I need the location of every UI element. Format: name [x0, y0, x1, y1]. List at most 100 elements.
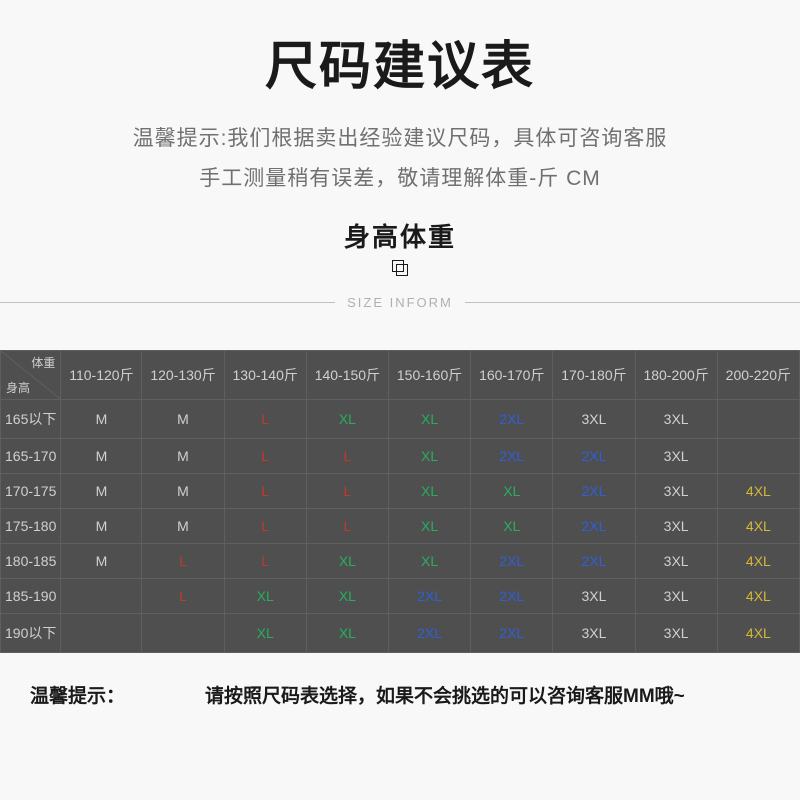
table-cell: M	[61, 399, 142, 438]
size-table-wrap: 体重 身高 110-120斤120-130斤130-140斤140-150斤15…	[0, 350, 800, 653]
table-row: 190以下XLXL2XL2XL3XL3XL4XL	[1, 613, 800, 652]
table-cell: 4XL	[717, 578, 799, 613]
table-cell: 3XL	[553, 399, 635, 438]
table-cell: XL	[388, 473, 470, 508]
table-cell: L	[142, 578, 224, 613]
table-column-header: 170-180斤	[553, 350, 635, 399]
divider: SIZE INFORM	[0, 289, 800, 320]
table-cell: M	[61, 438, 142, 473]
table-cell: M	[61, 473, 142, 508]
footer: 温馨提示： 请按照尺码表选择，如果不会挑选的可以咨询客服MM哦~	[0, 653, 800, 708]
table-cell	[61, 578, 142, 613]
table-cell: XL	[388, 438, 470, 473]
table-cell: L	[224, 438, 306, 473]
table-row-header: 170-175	[1, 473, 61, 508]
table-cell: M	[142, 438, 224, 473]
table-row-header: 190以下	[1, 613, 61, 652]
table-cell: 2XL	[553, 438, 635, 473]
subtitle-line-1: 温馨提示:我们根据卖出经验建议尺码，具体可咨询客服	[40, 119, 760, 159]
table-cell: L	[306, 508, 388, 543]
table-row-header: 185-190	[1, 578, 61, 613]
table-cell: 3XL	[635, 399, 717, 438]
table-cell: 2XL	[471, 438, 553, 473]
divider-text: SIZE INFORM	[335, 295, 465, 310]
table-cell: 2XL	[471, 399, 553, 438]
table-corner: 体重 身高	[1, 350, 61, 399]
table-cell: M	[61, 508, 142, 543]
table-row: 180-185MLLXLXL2XL2XL3XL4XL	[1, 543, 800, 578]
table-row-header: 165以下	[1, 399, 61, 438]
table-cell: 3XL	[635, 508, 717, 543]
table-row-header: 180-185	[1, 543, 61, 578]
table-cell: XL	[306, 578, 388, 613]
table-cell: XL	[388, 399, 470, 438]
table-cell: 3XL	[553, 578, 635, 613]
table-cell: 3XL	[635, 543, 717, 578]
table-cell	[717, 399, 799, 438]
table-cell: XL	[388, 543, 470, 578]
table-cell	[717, 438, 799, 473]
section-title: 身高体重	[0, 217, 800, 254]
table-cell: 4XL	[717, 473, 799, 508]
table-cell: M	[142, 473, 224, 508]
table-cell: 2XL	[553, 543, 635, 578]
table-row-header: 175-180	[1, 508, 61, 543]
table-cell: 3XL	[635, 578, 717, 613]
table-row: 175-180MMLLXLXL2XL3XL4XL	[1, 508, 800, 543]
table-cell: 4XL	[717, 508, 799, 543]
table-cell: 2XL	[471, 613, 553, 652]
table-cell: 2XL	[553, 473, 635, 508]
table-cell: L	[306, 438, 388, 473]
table-cell: 3XL	[635, 613, 717, 652]
table-column-header: 130-140斤	[224, 350, 306, 399]
table-cell: XL	[224, 613, 306, 652]
table-cell: M	[142, 508, 224, 543]
table-cell: 3XL	[635, 438, 717, 473]
table-column-header: 180-200斤	[635, 350, 717, 399]
table-cell: 3XL	[553, 613, 635, 652]
table-cell: 2XL	[388, 578, 470, 613]
table-cell: XL	[306, 399, 388, 438]
table-cell: XL	[306, 613, 388, 652]
table-cell: M	[142, 399, 224, 438]
table-column-header: 200-220斤	[717, 350, 799, 399]
table-cell: L	[142, 543, 224, 578]
table-cell: 3XL	[635, 473, 717, 508]
table-cell: 4XL	[717, 613, 799, 652]
table-cell: L	[224, 543, 306, 578]
table-cell: XL	[471, 473, 553, 508]
table-cell	[142, 613, 224, 652]
table-cell: XL	[306, 543, 388, 578]
table-cell: XL	[388, 508, 470, 543]
table-cell: XL	[224, 578, 306, 613]
table-cell	[61, 613, 142, 652]
table-row: 165-170MMLLXL2XL2XL3XL	[1, 438, 800, 473]
table-column-header: 120-130斤	[142, 350, 224, 399]
subtitle-line-2: 手工测量稍有误差，敬请理解体重-斤 CM	[40, 159, 760, 199]
table-row: 165以下MMLXLXL2XL3XL3XL	[1, 399, 800, 438]
footer-label: 温馨提示：	[30, 681, 205, 708]
table-cell: XL	[471, 508, 553, 543]
table-cell: 2XL	[471, 543, 553, 578]
corner-top-label: 体重	[31, 354, 55, 371]
table-column-header: 140-150斤	[306, 350, 388, 399]
table-row: 185-190LXLXL2XL2XL3XL3XL4XL	[1, 578, 800, 613]
copy-icon	[0, 254, 800, 289]
table-column-header: 110-120斤	[61, 350, 142, 399]
table-cell: 2XL	[388, 613, 470, 652]
table-cell: 2XL	[471, 578, 553, 613]
table-column-header: 160-170斤	[471, 350, 553, 399]
table-cell: M	[61, 543, 142, 578]
table-cell: 2XL	[553, 508, 635, 543]
table-row: 170-175MMLLXLXL2XL3XL4XL	[1, 473, 800, 508]
footer-text: 请按照尺码表选择，如果不会挑选的可以咨询客服MM哦~	[205, 681, 685, 708]
table-cell: 4XL	[717, 543, 799, 578]
size-table: 体重 身高 110-120斤120-130斤130-140斤140-150斤15…	[0, 350, 800, 653]
table-cell: L	[224, 473, 306, 508]
table-column-header: 150-160斤	[388, 350, 470, 399]
table-row-header: 165-170	[1, 438, 61, 473]
page-title: 尺码建议表	[0, 0, 800, 119]
corner-bottom-label: 身高	[6, 379, 30, 396]
subtitle: 温馨提示:我们根据卖出经验建议尺码，具体可咨询客服 手工测量稍有误差，敬请理解体…	[0, 119, 800, 217]
table-cell: L	[224, 399, 306, 438]
